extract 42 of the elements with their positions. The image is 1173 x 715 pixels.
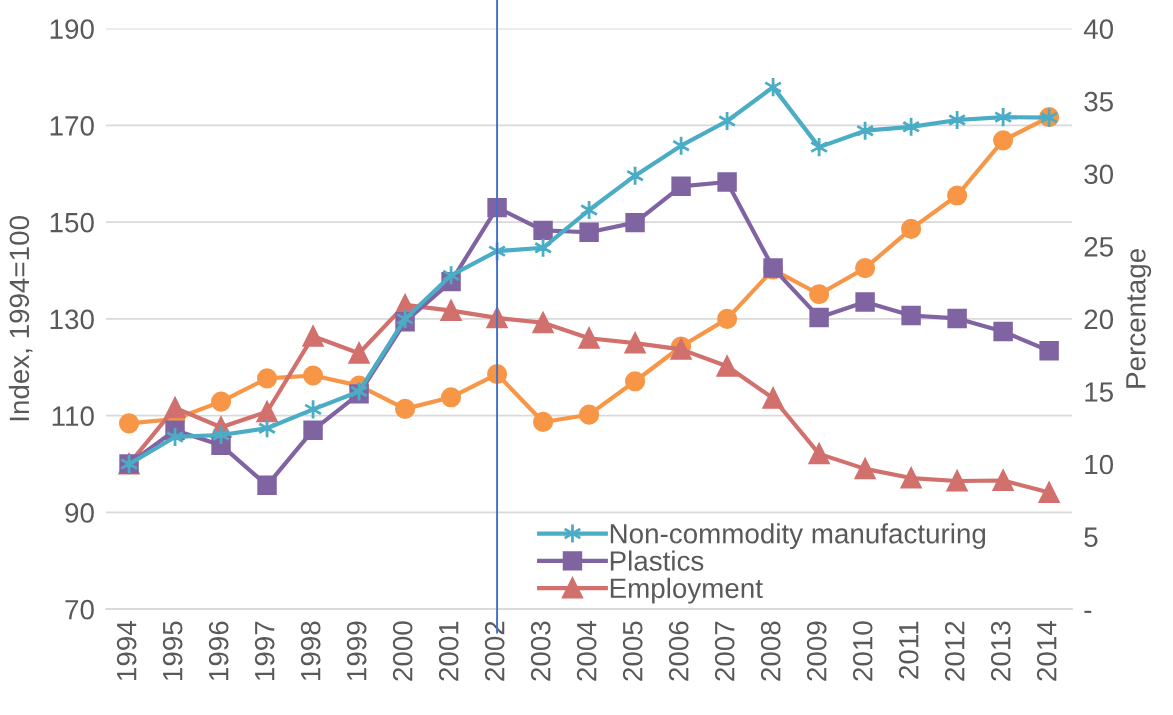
legend-label: Employment <box>610 577 763 604</box>
y2-tick-label: 30 <box>1084 164 1114 185</box>
x-tick-label: 2006 <box>668 621 689 681</box>
legend-label: Non-commodity manufacturing <box>610 523 986 550</box>
y-tick-label: 110 <box>52 406 94 426</box>
y2-tick-label: 20 <box>1084 309 1114 330</box>
x-tick-label: 2002 <box>484 621 505 681</box>
x-tick-label: 1995 <box>162 621 183 680</box>
y-tick-label: 70 <box>65 599 94 620</box>
x-tick-label: 2014 <box>1036 621 1057 681</box>
y2-tick-label: 10 <box>1085 454 1114 475</box>
x-tick-label: 2009 <box>806 621 827 681</box>
y2-tick-label: 5 <box>1084 527 1098 547</box>
x-tick-label: 1994 <box>116 621 137 680</box>
x-tick-label: 2003 <box>530 621 551 681</box>
x-tick-label: 2001 <box>438 621 459 681</box>
x-tick-label: 1997 <box>254 621 275 680</box>
y-tick-label: 90 <box>65 503 94 523</box>
x-tick-label: 1996 <box>208 621 229 680</box>
x-tick-label: 1999 <box>346 621 367 680</box>
y-tick-label: 130 <box>50 309 94 330</box>
x-tick-label: 2012 <box>944 621 965 681</box>
x-tick-label: 2008 <box>760 621 781 681</box>
y2-tick-label: 25 <box>1084 236 1113 257</box>
x-tick-label: 2005 <box>622 621 643 681</box>
y2-axis-title: Percentage <box>1126 249 1152 388</box>
x-tick-label: 2011 <box>898 621 919 679</box>
x-tick-label: 2000 <box>392 621 413 681</box>
y-tick-label: 190 <box>50 19 94 39</box>
y2-tick-label: 35 <box>1084 91 1113 112</box>
y2-tick-label: - <box>1084 610 1092 613</box>
x-tick-label: 2013 <box>990 621 1011 681</box>
x-tick-label: 2004 <box>576 621 597 681</box>
y2-tick-label: 40 <box>1083 19 1114 39</box>
x-tick-label: 2010 <box>852 621 873 681</box>
y-tick-label: 150 <box>50 212 94 233</box>
legend-label: Plastics <box>610 550 704 571</box>
y-tick-label: 170 <box>50 116 94 136</box>
y-axis-title: Index, 1994=100 <box>8 216 33 421</box>
x-tick-label: 1998 <box>300 621 321 680</box>
x-tick-label: 2007 <box>714 621 735 681</box>
y2-tick-label: 15 <box>1085 382 1113 402</box>
